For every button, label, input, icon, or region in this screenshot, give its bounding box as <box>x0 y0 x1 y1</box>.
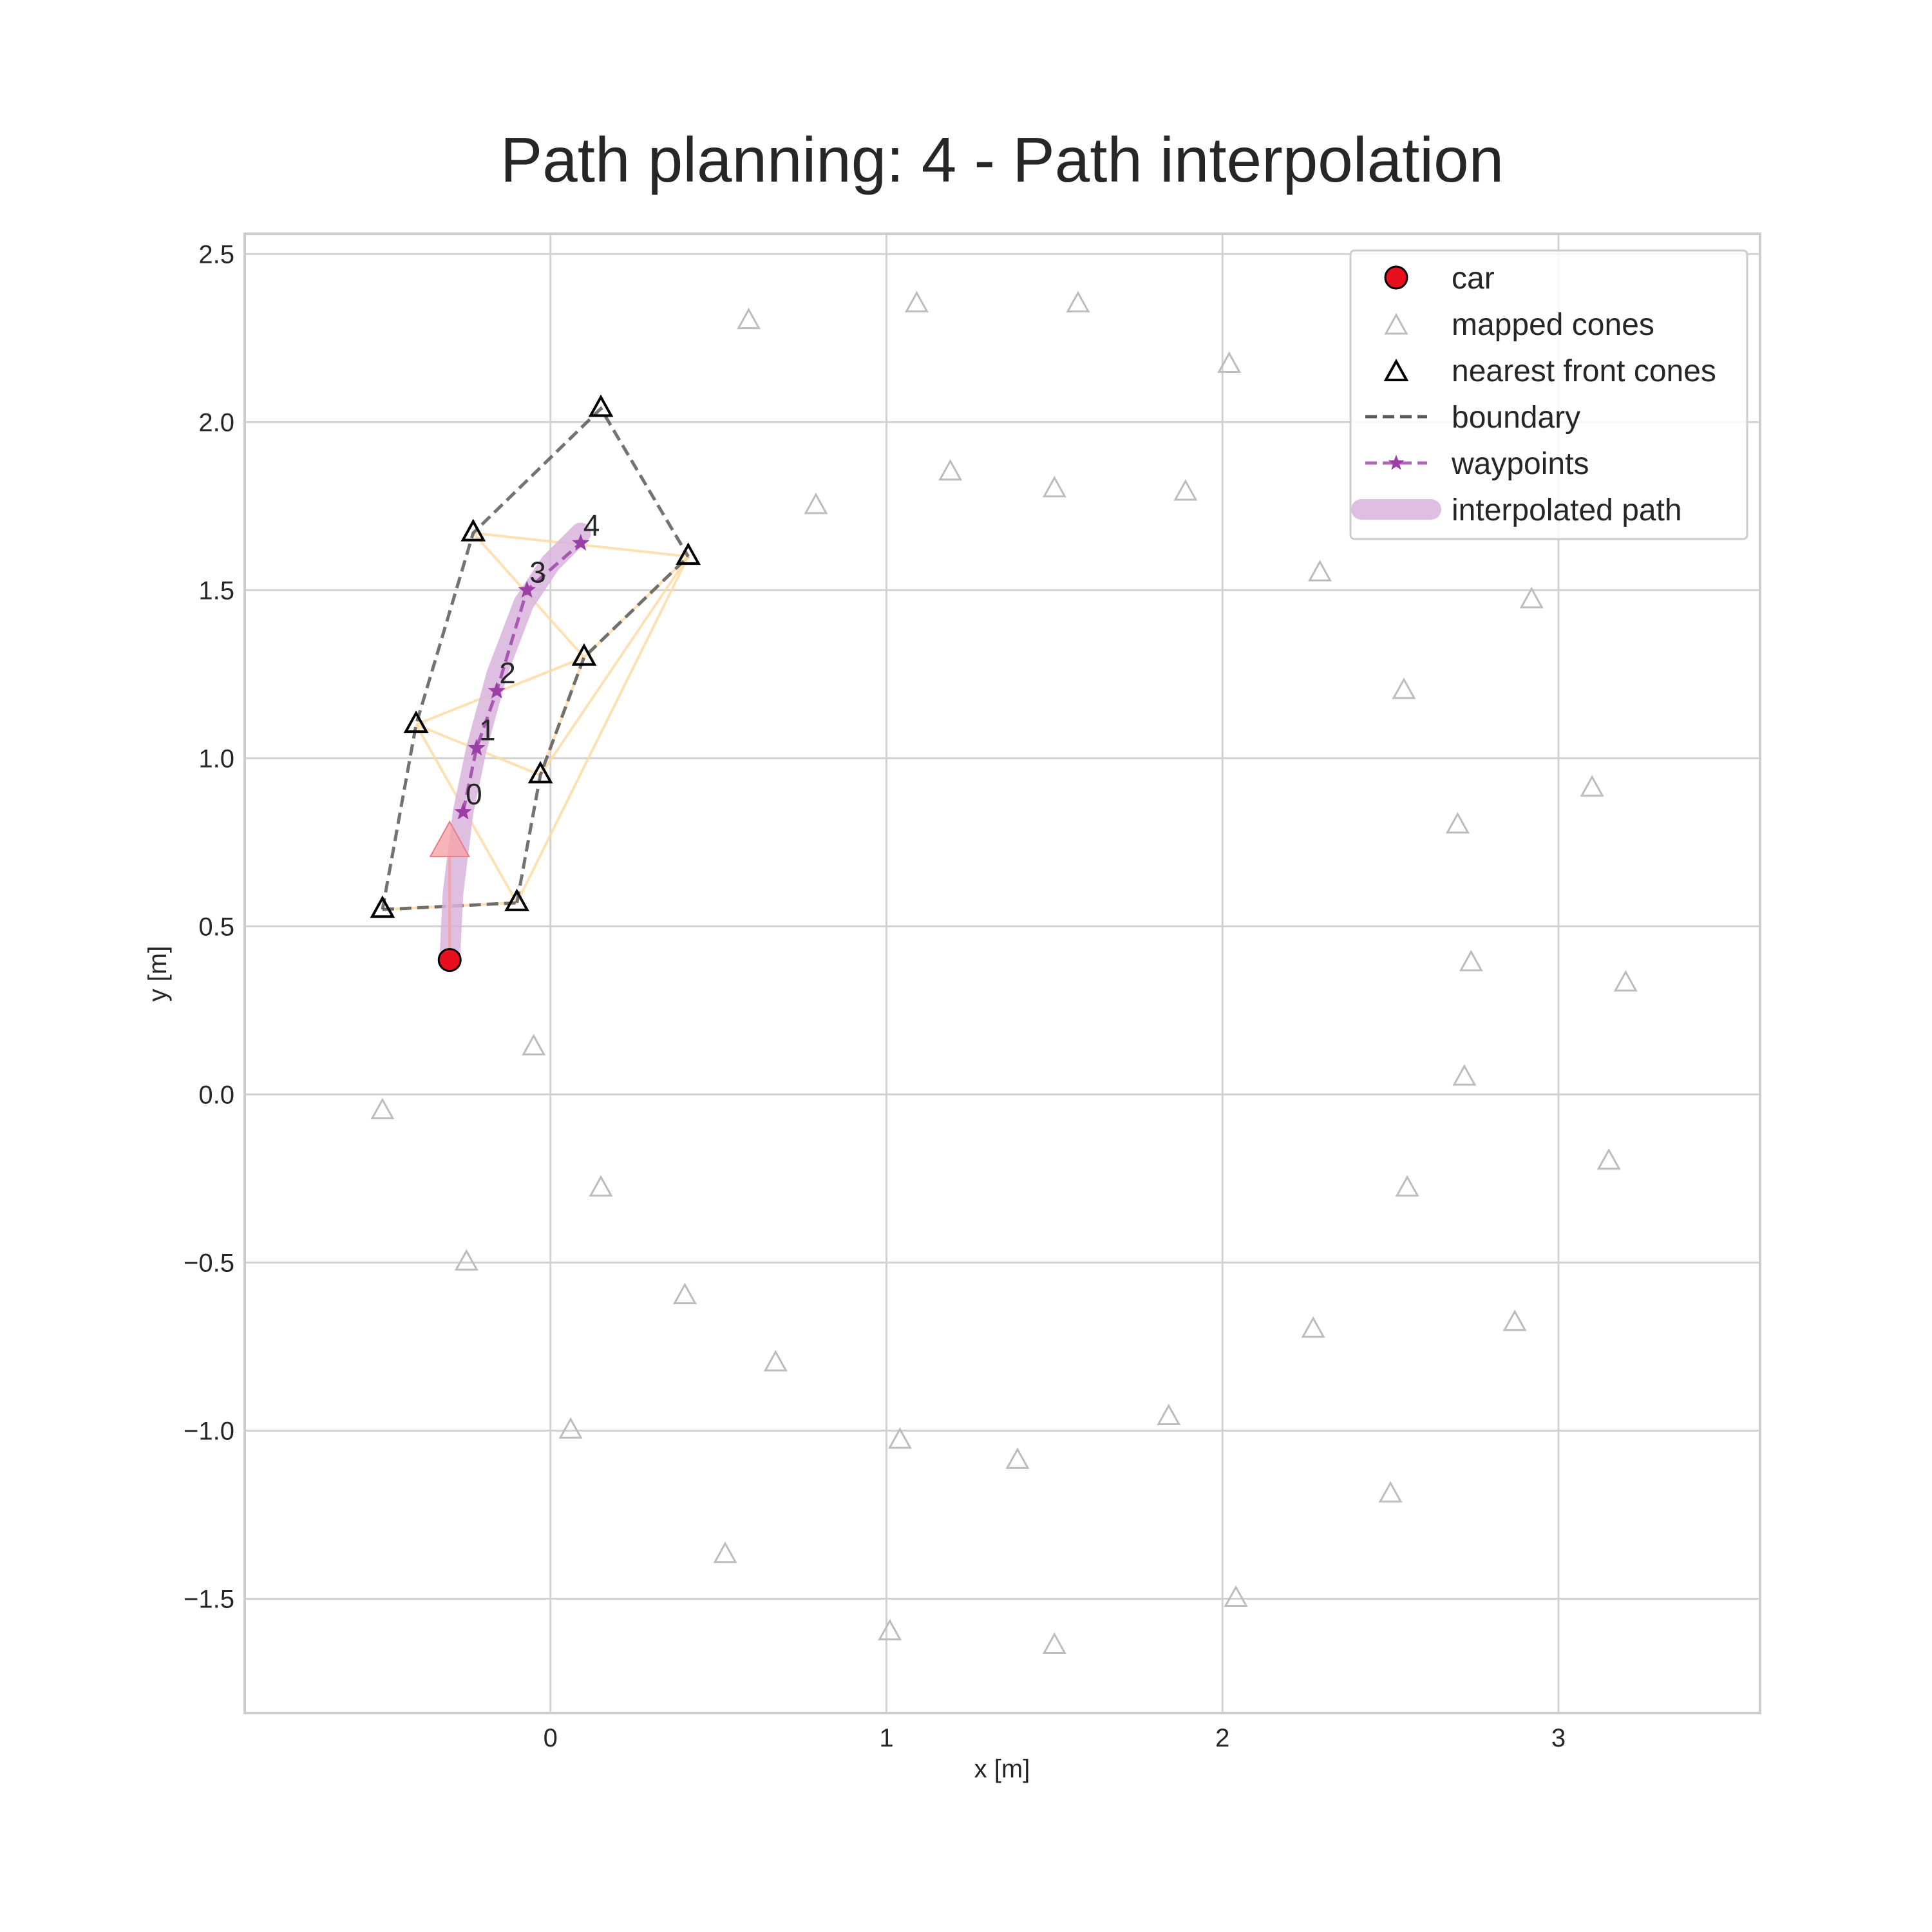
waypoint-marker <box>488 681 506 699</box>
y-tick-label: 1.5 <box>198 576 234 605</box>
mapped-cone-marker <box>1459 949 1483 972</box>
nearest-front-cone-marker <box>370 895 395 918</box>
y-tick-label: −1.0 <box>184 1417 234 1445</box>
chart-title: Path planning: 4 - Path interpolation <box>500 124 1504 195</box>
mapped-cone-marker <box>878 1618 902 1641</box>
waypoint-marker <box>518 580 536 598</box>
mapped-cone-marker <box>1452 1064 1477 1086</box>
nearest-front-cone-marker <box>403 710 429 734</box>
waypoint-label: 0 <box>466 777 482 811</box>
boundary-left-line <box>381 406 690 910</box>
mapped-cone-marker <box>522 1034 546 1056</box>
mapped-cone-marker <box>1519 587 1544 609</box>
y-tick-label: −0.5 <box>184 1249 234 1277</box>
y-tick-label: −1.5 <box>184 1586 234 1614</box>
y-tick-label: 1.0 <box>198 744 234 773</box>
legend-car-icon <box>1384 265 1408 290</box>
legend-label: boundary <box>1452 401 1580 435</box>
boundary-right-line <box>515 555 690 904</box>
boundary-bottom-line <box>382 901 517 911</box>
triangulation-edge <box>539 556 690 776</box>
mapped-cone-marker <box>1392 677 1416 699</box>
waypoint-label: 3 <box>529 555 546 589</box>
nearest-front-cone-marker <box>588 394 614 417</box>
plot-frame <box>243 232 1761 1714</box>
y-tick-label: 0.0 <box>198 1081 234 1109</box>
waypoint-label: 2 <box>499 656 516 690</box>
mapped-cone-marker <box>1596 1148 1621 1170</box>
y-tick-label: 0.5 <box>198 913 234 941</box>
mapped-cone-marker <box>938 459 963 481</box>
legend-label: mapped cones <box>1452 308 1654 342</box>
mapped-cone-marker <box>737 307 761 330</box>
nearest-front-cone-marker <box>460 518 486 542</box>
legend-nearest-cone-icon <box>1383 359 1409 381</box>
legend-label: waypoints <box>1451 447 1589 481</box>
nearest-front-cone-marker <box>676 542 701 565</box>
nearest-front-cone-marker <box>571 643 597 666</box>
waypoint-label: 1 <box>479 714 496 747</box>
y-axis-label: y [m] <box>144 946 172 1002</box>
legend-box <box>1349 249 1748 540</box>
mapped-cone-marker <box>370 1097 395 1119</box>
mapped-cone-marker <box>672 1282 697 1305</box>
legend: car mapped cones nearest front cones bounda… <box>1349 249 1748 540</box>
axis-ticks: 0 1 2 32.52.01.51.00.50.0−0.5−1.0−1.5 <box>184 240 1566 1752</box>
mapped-cone-marker <box>763 1350 788 1372</box>
legend-label: interpolated path <box>1452 493 1682 527</box>
mapped-cone-marker <box>1066 290 1090 313</box>
waypoint-marker <box>468 739 486 756</box>
legend-label: car <box>1452 261 1495 296</box>
grid-lines <box>245 234 1760 1713</box>
mapped-cone-marker <box>1301 1316 1325 1338</box>
mapped-cone-marker <box>804 492 828 515</box>
mapped-cone-marker <box>1042 1632 1066 1654</box>
plot-area: 0 12 3 4 <box>370 290 1638 1654</box>
legend-label: nearest front cones <box>1452 354 1716 388</box>
nearest-front-cone-marker <box>527 761 553 784</box>
mapped-cone-marker <box>1173 479 1198 501</box>
x-tick-label: 2 <box>1215 1724 1229 1752</box>
waypoint-label: 4 <box>583 508 600 542</box>
legend-waypoints-star-icon <box>1388 455 1405 470</box>
mapped-cone-marker <box>1580 775 1604 797</box>
x-axis-label: x [m] <box>974 1755 1030 1783</box>
mapped-cone-marker <box>454 1249 478 1271</box>
mapped-cone-marker <box>1005 1447 1030 1469</box>
mapped-cone-marker <box>1613 970 1638 992</box>
mapped-cone-marker <box>713 1541 737 1564</box>
interpolated-path-line <box>439 522 591 971</box>
legend-mapped-cone-icon <box>1384 313 1408 335</box>
triangulation-edge <box>515 556 690 904</box>
nearest-front-cone-marker <box>504 888 529 911</box>
mapped-cone-marker <box>1157 1403 1181 1426</box>
heading-arrow-head <box>429 820 470 857</box>
mapped-cone-marker <box>558 1417 583 1439</box>
x-tick-label: 3 <box>1551 1724 1566 1752</box>
x-tick-label: 1 <box>879 1724 893 1752</box>
mapped-cone-marker <box>1217 351 1242 374</box>
mapped-cone-marker <box>1395 1175 1419 1197</box>
car-marker <box>437 948 462 972</box>
mapped-cone-marker <box>589 1175 613 1197</box>
mapped-cone-marker <box>1224 1585 1248 1607</box>
y-tick-label: 2.0 <box>198 408 234 437</box>
y-tick-label: 2.5 <box>198 240 234 269</box>
mapped-cone-marker <box>1502 1309 1527 1331</box>
mapped-cone-marker <box>1378 1481 1403 1503</box>
waypoint-marker <box>454 802 472 820</box>
waypoint-marker <box>572 533 590 551</box>
triangulation-edge <box>583 555 690 659</box>
x-tick-label: 0 <box>544 1724 558 1752</box>
mapped-cone-marker <box>1445 811 1470 834</box>
mapped-cone-marker <box>904 290 929 313</box>
mapped-cone-marker <box>1307 560 1332 582</box>
mapped-cone-marker <box>1042 475 1066 498</box>
mapped-cone-marker <box>887 1427 912 1449</box>
